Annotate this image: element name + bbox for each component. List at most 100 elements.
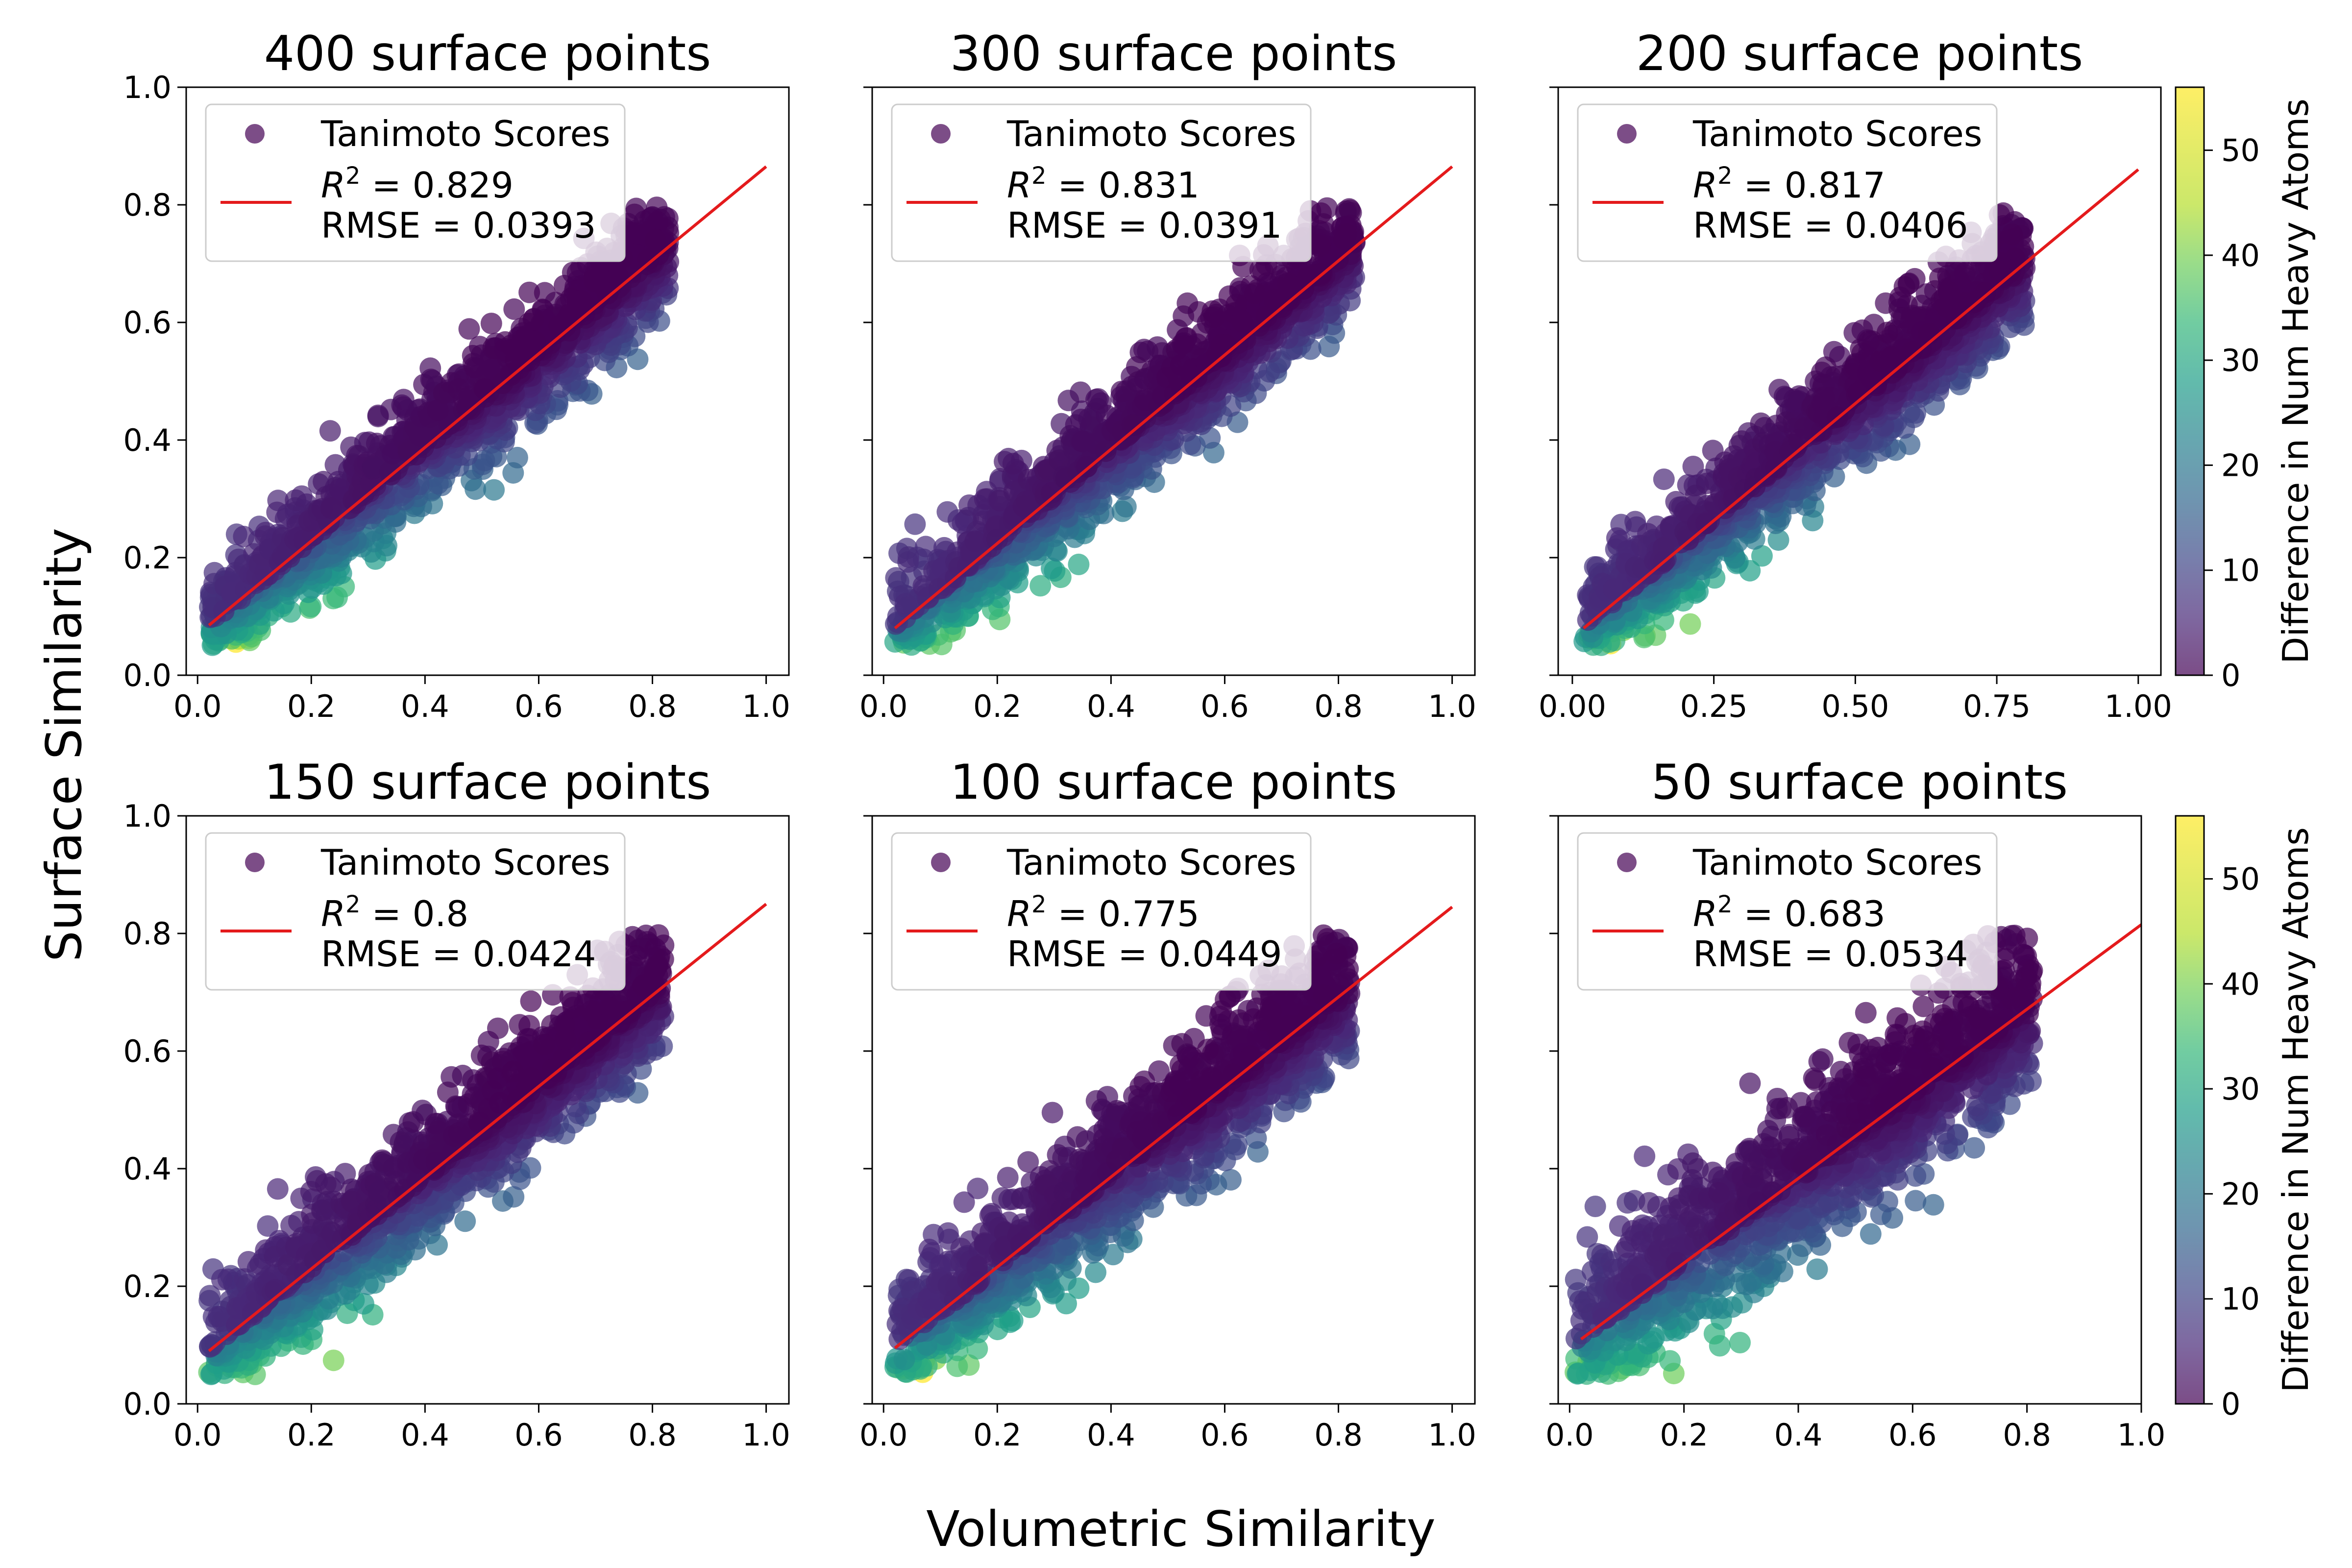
scatter-point (1936, 296, 1959, 318)
scatter-point (458, 318, 480, 340)
scatter-point (1126, 356, 1148, 378)
legend-scatter-marker (1617, 124, 1637, 144)
scatter-point (1899, 433, 1921, 455)
legend-r2-superscript: 2 (1717, 162, 1733, 190)
scatter-point (473, 450, 495, 472)
legend-r2-symbol: R (321, 165, 345, 206)
scatter-point (639, 208, 661, 230)
legend-r2-symbol: R (1693, 165, 1717, 206)
scatter-point (225, 1314, 247, 1336)
legend-r2-value: = 0.831 (1047, 165, 1200, 206)
legend-r2-value: = 0.829 (361, 165, 514, 206)
scatter-point (379, 461, 401, 483)
y-tick-label: 0.4 (123, 422, 172, 458)
scatter-point (1679, 613, 1701, 635)
subplot-title: 300 surface points (950, 26, 1397, 82)
scatter-point (584, 264, 606, 286)
legend-frame (891, 103, 1312, 262)
legend-r2-superscript: 2 (345, 162, 361, 190)
scatter-point (1085, 389, 1107, 411)
legend-scatter-marker (245, 124, 265, 144)
scatter-point (1201, 300, 1224, 322)
scatter-point (322, 1349, 344, 1372)
legend-rmse: RMSE = 0.0406 (1693, 205, 1968, 246)
scatter-point (1070, 409, 1092, 430)
scatter-points (884, 197, 1366, 656)
x-tick-label: 0.4 (1087, 688, 1135, 724)
y-tick-label: 0.8 (123, 187, 172, 223)
x-tick-label: 0.75 (1963, 688, 2031, 724)
axes-frame (871, 86, 1476, 676)
scatter-point (1696, 472, 1718, 494)
x-tick-label: 0.0 (859, 688, 908, 724)
scatter-point (1172, 333, 1193, 355)
scatter-point (1121, 414, 1143, 436)
scatter-point (365, 1193, 387, 1215)
legend-r2: R2 = 0.817 (1693, 162, 1886, 206)
scatter-point (1893, 276, 1915, 298)
x-tick-label: 0.2 (973, 688, 1022, 724)
scatter-point (242, 1302, 264, 1324)
x-tick-label: 0.25 (1680, 688, 1748, 724)
legend-r2-superscript: 2 (1031, 162, 1047, 190)
scatter-point (480, 313, 502, 335)
legend-r2-symbol: R (1007, 165, 1031, 206)
x-tick-label: 0.2 (287, 688, 336, 724)
y-tick-label: 0.0 (123, 658, 172, 693)
scatter-point (1115, 496, 1137, 518)
scatter-point (503, 1186, 525, 1208)
x-tick-label: 0.6 (514, 688, 563, 724)
x-tick-label: 0.8 (628, 688, 677, 724)
scatter-point (1653, 468, 1675, 490)
scatter-point (1767, 529, 1789, 551)
scatter-point (447, 378, 469, 400)
scatter-point (353, 1293, 374, 1315)
scatter-point (264, 1279, 286, 1301)
scatter-point (964, 530, 986, 552)
scatter-point (1695, 513, 1717, 535)
scatter-point (1002, 453, 1024, 474)
subplots: 0.0 0.2 0.4 0.6 0.8 1.00.00.20.40.60.81.0400 … (123, 26, 2172, 1453)
scatter-point (1963, 291, 1985, 313)
scatter-point (1814, 356, 1837, 378)
subplot-4: 0.0 0.2 0.4 0.6 0.8 1.00.00.20.40.60.81.0150 … (123, 755, 790, 1453)
x-tick-label: 0.00 (1539, 688, 1606, 724)
scatter-point (1860, 367, 1882, 389)
scatter-point (645, 229, 666, 251)
scatter-point (217, 1268, 239, 1290)
scatter-point (233, 526, 255, 547)
scatter-point (986, 529, 1008, 550)
scatter-point (904, 513, 926, 535)
y-tick-label: 0.2 (123, 540, 172, 576)
scatter-points (1573, 202, 2036, 656)
scatter-point (402, 1111, 424, 1133)
subplot-1: 0.0 0.2 0.4 0.6 0.8 1.00.00.20.40.60.81.0400 … (123, 26, 790, 724)
x-tick-label: 0.0 (173, 688, 222, 724)
scatter-points (199, 196, 680, 656)
scatter-point (304, 1249, 326, 1271)
scatter-point (326, 586, 348, 608)
legend-scatter-label: Tanimoto Scores (1006, 113, 1296, 154)
legend-r2-value: = 0.817 (1733, 165, 1886, 206)
legend-scatter-marker (931, 124, 951, 144)
scatter-point (266, 501, 288, 523)
axes-frame (1557, 86, 2162, 676)
scatter-point (1813, 386, 1835, 408)
scatter-point (1901, 341, 1923, 363)
scatter-point (413, 373, 435, 395)
scatter-point (506, 446, 528, 468)
legend-rmse: RMSE = 0.0391 (1007, 205, 1282, 246)
subplot-title: 400 surface points (264, 26, 711, 82)
scatter-point (518, 281, 540, 303)
scatter-point (1041, 557, 1062, 579)
scatter-point (2001, 223, 2023, 245)
axes-frame (185, 86, 790, 676)
scatter-point (267, 1178, 289, 1200)
scatter-point (510, 344, 532, 366)
scatter-point (1310, 202, 1332, 224)
x-tick-label: 1.0 (742, 688, 790, 724)
